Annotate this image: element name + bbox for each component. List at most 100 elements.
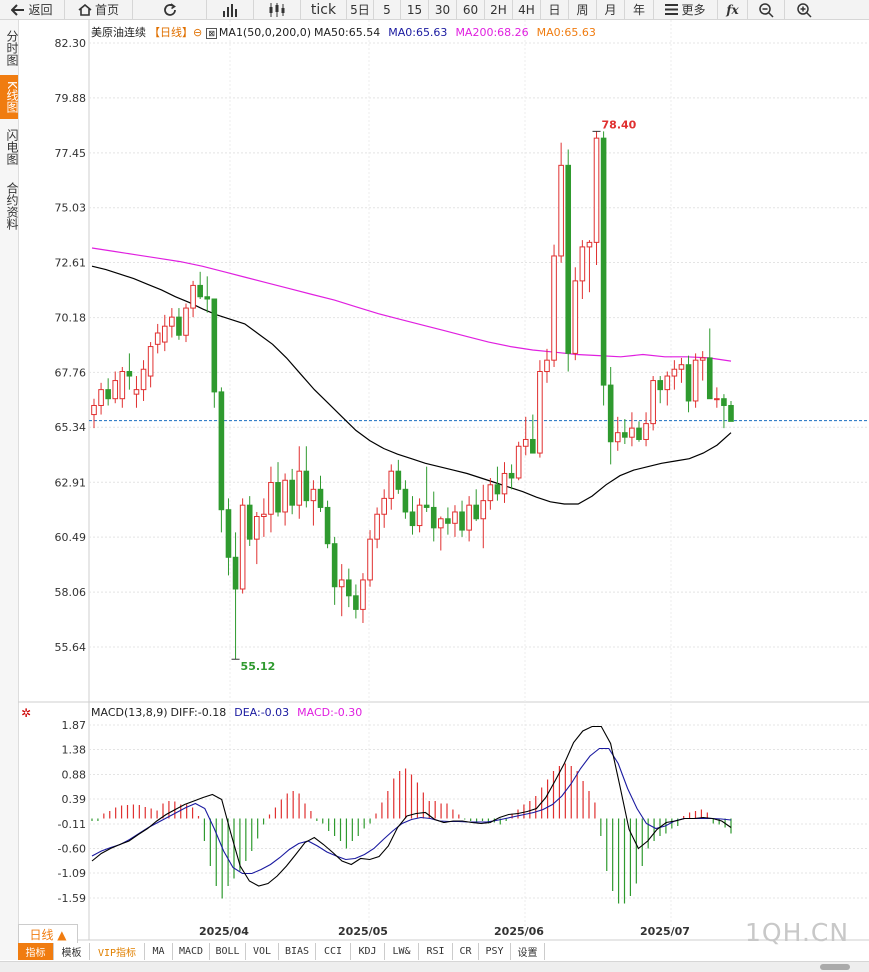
period-year[interactable]: 年 <box>625 0 654 19</box>
left-view-tabs: 分时图 K线图 闪电图 合约资料 <box>0 20 19 960</box>
candlestick-icon <box>269 2 285 17</box>
indicator-11[interactable]: LW& <box>385 943 419 960</box>
formula-button[interactable]: fx <box>718 0 748 19</box>
candle-body-down <box>395 470 402 490</box>
period-5min[interactable]: 5 <box>374 0 401 19</box>
indicator-5[interactable]: MACD <box>173 943 210 960</box>
back-arrow-icon <box>11 3 25 16</box>
period-week[interactable]: 周 <box>569 0 597 19</box>
zoom-in-button[interactable] <box>785 0 823 19</box>
ma-toggle-icon[interactable]: ⊠ <box>206 28 217 39</box>
candle-body-down <box>636 427 642 440</box>
candle-body-up <box>466 504 472 531</box>
scrollbar-thumb[interactable] <box>820 964 850 970</box>
x-tick-label: 2025/07 <box>640 925 690 938</box>
tab-flash[interactable]: 闪电图 <box>5 129 19 165</box>
candle-body-up <box>537 371 543 454</box>
more-label: 更多 <box>681 3 706 17</box>
tick-button[interactable]: tick <box>301 0 347 19</box>
high-price-label: 78.40 <box>602 118 637 131</box>
candle-body-down <box>409 511 416 527</box>
back-label: 返回 <box>28 3 53 17</box>
back-button[interactable]: 返回 <box>0 0 65 19</box>
tab-timeshare[interactable]: 分时图 <box>5 30 19 66</box>
candle-body-up <box>296 470 303 506</box>
refresh-button[interactable] <box>133 0 207 19</box>
period-month[interactable]: 月 <box>597 0 625 19</box>
candle-body-up <box>487 484 494 502</box>
legend-symbol: 美原油连续 <box>91 26 146 39</box>
indicator-1[interactable]: 指标 <box>18 943 54 960</box>
candle-body-down <box>607 384 614 443</box>
candle-body-up <box>374 513 380 540</box>
indicator-12[interactable]: RSI <box>419 943 453 960</box>
settings-icon[interactable]: ⊖ <box>193 26 203 39</box>
period-day[interactable]: 日 <box>541 0 569 19</box>
y-tick-label: 67.76 <box>55 366 87 379</box>
top-toolbar: 返回 首页 tick 5日 5 15 30 60 2H 4H 日 周 月 年 更… <box>0 0 869 20</box>
zoom-out-icon <box>759 2 774 18</box>
candle-body-up <box>239 504 246 590</box>
indicator-15[interactable]: 设置 <box>511 943 545 960</box>
candle-body-down <box>430 506 437 529</box>
candle-body-up <box>282 479 288 513</box>
indicator-2[interactable]: 模板 <box>54 943 90 960</box>
y-tick-label: 60.49 <box>55 531 87 544</box>
site-watermark: 1QH.CN <box>745 918 850 947</box>
candle-body-up <box>480 500 487 520</box>
candle-body-up <box>714 398 720 401</box>
indicator-6[interactable]: BOLL <box>210 943 246 960</box>
zoom-in-icon <box>797 2 812 18</box>
candle-body-up <box>629 427 635 438</box>
home-label: 首页 <box>94 3 119 17</box>
y-tick-label: 77.45 <box>55 147 87 160</box>
indicator-10[interactable]: KDJ <box>351 943 385 960</box>
candle-body-down <box>126 371 133 377</box>
horizontal-scrollbar[interactable] <box>0 961 869 972</box>
candle-body-up <box>522 438 529 447</box>
period-15min[interactable]: 15 <box>401 0 429 19</box>
candle-body-up <box>572 280 579 354</box>
indicator-7[interactable]: VOL <box>246 943 279 960</box>
candle-body-up <box>501 472 508 495</box>
zoom-out-button[interactable] <box>748 0 785 19</box>
legend-ma200: MA200:68.26 <box>455 26 529 39</box>
more-button[interactable]: 更多 <box>654 0 718 19</box>
candle-body-down <box>685 364 692 402</box>
candle-body-up <box>678 364 685 370</box>
tab-contract-info[interactable]: 合约资料 <box>5 182 19 230</box>
candle-body-up <box>119 371 126 400</box>
period-60min[interactable]: 60 <box>457 0 485 19</box>
indicator-4[interactable]: MA <box>145 943 173 960</box>
candle-type-button[interactable] <box>254 0 301 19</box>
period-5d[interactable]: 5日 <box>347 0 374 19</box>
legend-dea: DEA:-0.03 <box>234 706 290 719</box>
candle-body-up <box>544 359 550 373</box>
candle-body-up <box>671 368 678 377</box>
main-legend: 美原油连续 【日线】⊖ ⊠ MA1(50,0,200,0) MA50:65.54 MA0:… <box>91 24 599 40</box>
macd-legend: MACD(13,8,9) DIFF:-0.18 DEA:-0.03 MACD:-0.3… <box>91 706 365 719</box>
current-period-tab[interactable]: 日线 ▲ <box>18 924 78 943</box>
home-button[interactable]: 首页 <box>65 0 133 19</box>
y-tick-label: 55.64 <box>55 641 87 654</box>
indicator-9[interactable]: CCI <box>316 943 351 960</box>
candle-body-up <box>699 357 706 361</box>
period-2h[interactable]: 2H <box>485 0 513 19</box>
candle-body-up <box>253 516 260 540</box>
indicator-8[interactable]: BIAS <box>279 943 316 960</box>
candle-body-down <box>289 479 295 506</box>
candle-body-up <box>190 284 196 309</box>
tab-kline[interactable]: K线图 <box>0 75 19 119</box>
legend-ma0-a: MA0:65.63 <box>388 26 448 39</box>
candle-body-up <box>388 470 395 499</box>
period-4h[interactable]: 4H <box>513 0 541 19</box>
period-30min[interactable]: 30 <box>429 0 457 19</box>
macd-settings-icon[interactable]: ✲ <box>21 706 32 720</box>
menu-icon <box>665 4 679 15</box>
indicator-14[interactable]: PSY <box>479 943 511 960</box>
indicator-3[interactable]: VIP指标 <box>90 943 145 960</box>
chart-type-button[interactable] <box>207 0 254 19</box>
indicator-13[interactable]: CR <box>453 943 479 960</box>
candle-body-up <box>183 307 189 336</box>
